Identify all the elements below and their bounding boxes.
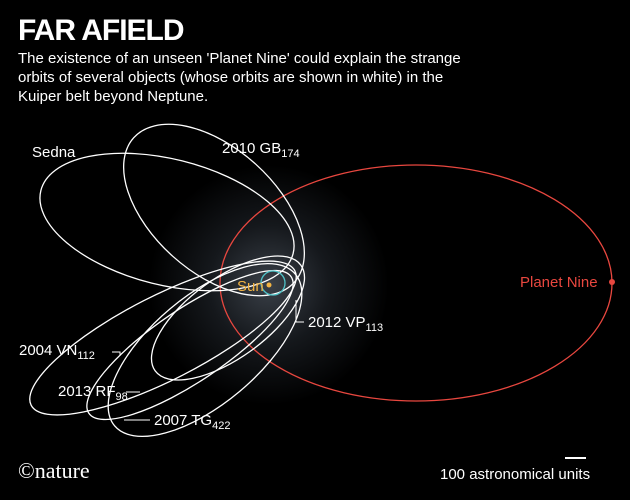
label-text: Sedna <box>32 144 76 161</box>
label-gb174: 2010 GB174 <box>222 140 300 160</box>
planet-nine <box>609 279 615 285</box>
label-text: 2013 RF <box>58 383 116 400</box>
label-text: 2010 GB <box>222 140 281 157</box>
title: FAR AFIELD <box>18 14 184 47</box>
leader-line <box>112 351 121 356</box>
label-text: 2004 VN <box>19 342 77 359</box>
gb174-orbit <box>123 123 305 297</box>
label-tg422: 2007 TG422 <box>154 412 230 432</box>
leader-line <box>295 300 304 323</box>
label-subscript: 422 <box>212 420 230 432</box>
subtitle-line: The existence of an unseen 'Planet Nine'… <box>18 50 461 67</box>
label-vp113: 2012 VP113 <box>308 314 383 334</box>
sedna-orbit <box>39 152 295 292</box>
label-text: 2012 VP <box>308 314 366 331</box>
label-subscript: 113 <box>366 322 384 334</box>
label-sedna: Sedna <box>32 144 76 161</box>
label-subscript: 174 <box>281 148 299 160</box>
subtitle-line: Kuiper belt beyond Neptune. <box>18 88 208 105</box>
label-subscript: 98 <box>116 391 128 403</box>
sun <box>266 282 272 288</box>
credit: ©nature <box>18 458 90 483</box>
label-vn112: 2004 VN112 <box>19 342 95 362</box>
tg422-orbit <box>107 262 303 438</box>
label-sun: Sun <box>237 278 264 295</box>
neptune-orbit <box>260 270 286 296</box>
subtitle-line: orbits of several objects (whose orbits … <box>18 69 443 86</box>
label-rf98: 2013 RF98 <box>58 383 128 403</box>
label-text: Sun <box>237 278 264 295</box>
vn112-orbit <box>29 260 297 416</box>
rf98-orbit <box>86 269 294 421</box>
label-text: Planet Nine <box>520 274 598 291</box>
scale-label: 100 astronomical units <box>440 466 590 483</box>
label-subscript: 112 <box>77 350 95 362</box>
vp113-orbit <box>150 255 306 381</box>
label-text: 2007 TG <box>154 412 212 429</box>
label-planet-nine: Planet Nine <box>520 274 598 291</box>
